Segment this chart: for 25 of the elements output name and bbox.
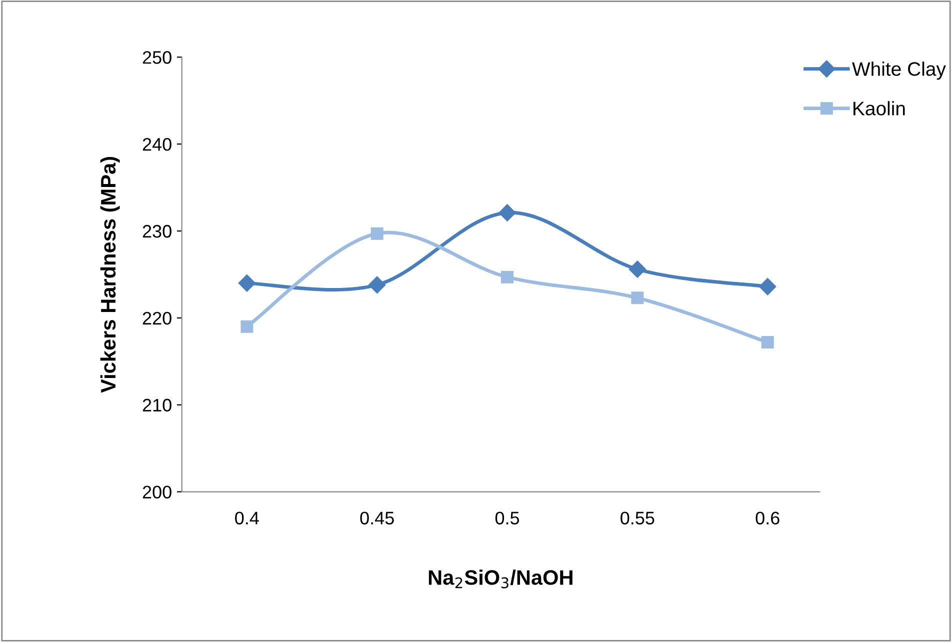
x-tick-label: 0.4 [235,512,259,524]
x-tick-label: 0.5 [495,512,520,524]
point [631,292,644,304]
point [761,336,774,349]
point [238,274,256,292]
point [368,276,386,294]
legend-label: Kaolin [854,101,905,116]
y-tick-label: 240 [142,138,172,151]
point [628,260,646,278]
point [501,270,514,284]
point [370,227,384,240]
y-tick-label: 250 [142,51,172,64]
y-tick-label: 230 [142,224,172,238]
point [759,278,776,296]
x-axis-title: Na$_{2}$SiO$_{3}$/NaOH [428,570,572,588]
y-tick-label: 210 [142,398,172,412]
y-axis-title: Vickers Hardness (MPa) [100,156,120,393]
legend-label: White Clay [852,62,946,80]
x-tick-label: 0.55 [620,512,654,524]
point [498,204,516,222]
x-tick-label: 0.45 [360,512,394,524]
y-tick-label: 200 [142,486,172,498]
y-tick-label: 220 [142,312,172,325]
x-tick-label: 0.6 [756,512,780,524]
point [240,320,254,333]
